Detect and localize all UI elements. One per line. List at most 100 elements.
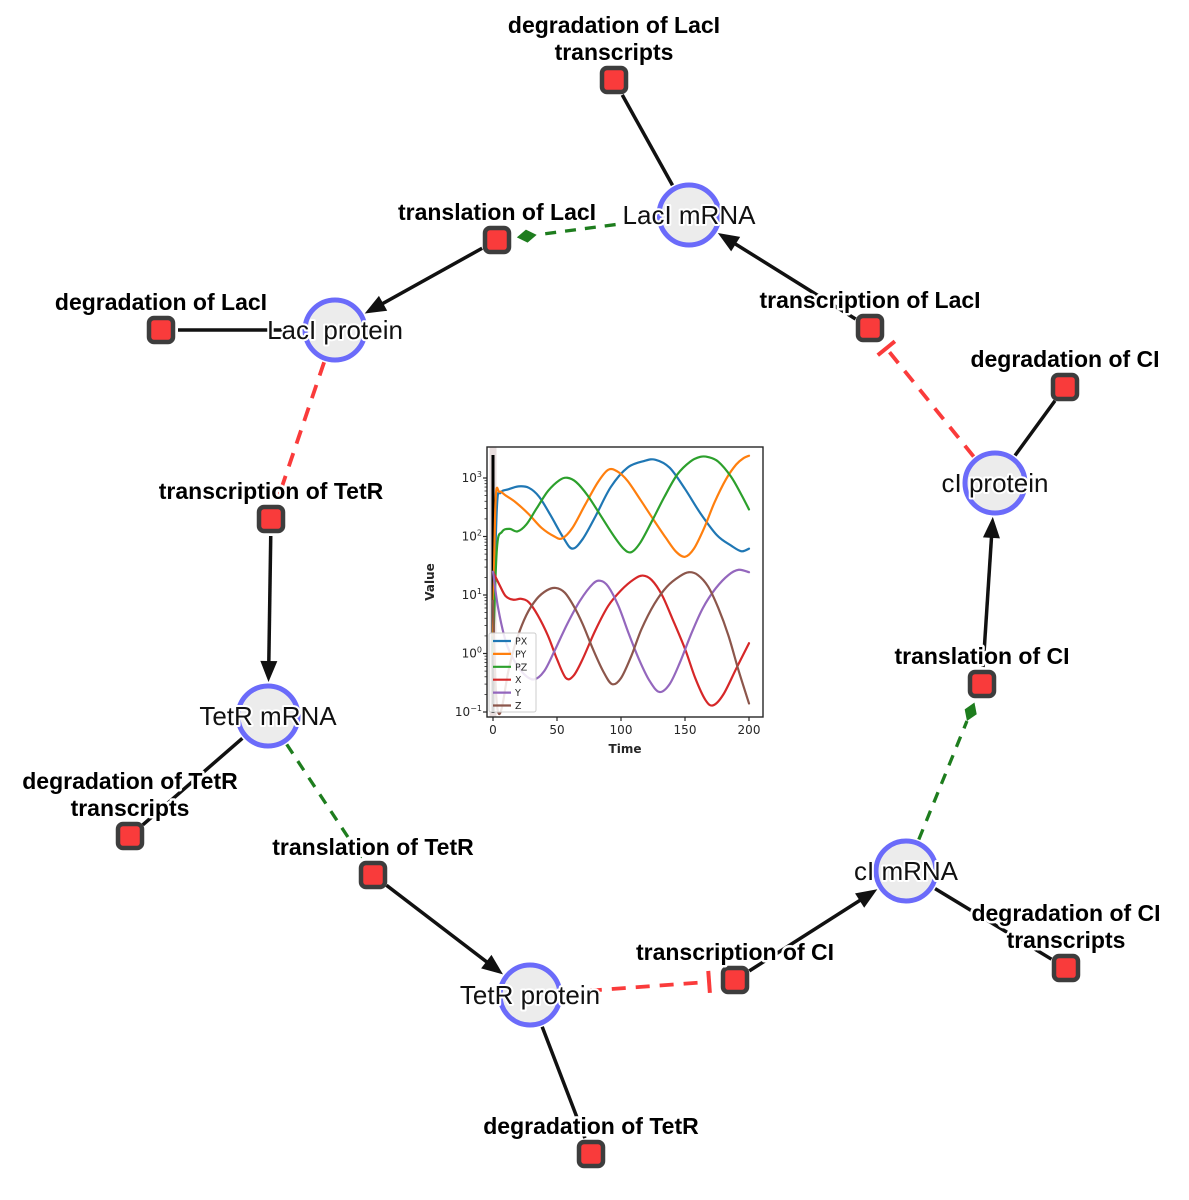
- arrowhead: [364, 295, 388, 314]
- edge-ci_protein-deg_ci: [1013, 399, 1057, 457]
- y-tick-label: 10−1: [455, 704, 482, 719]
- reaction-node-deg_ci_tx[interactable]: [1051, 953, 1081, 983]
- reaction-label-transl_laci: translation of LacI: [398, 199, 596, 225]
- reaction-label-deg_tetr_tx-line2: transcripts: [71, 795, 190, 821]
- edge-laci_protein-txn_tetr: [268, 361, 326, 500]
- reaction-node-deg_tetr[interactable]: [576, 1139, 606, 1169]
- reaction-node-deg_ci[interactable]: [1050, 372, 1080, 402]
- species-node-tetr_mrna[interactable]: [235, 683, 301, 749]
- legend-item-X: X: [493, 675, 522, 686]
- inhibition-tee-icon: [876, 339, 897, 357]
- x-tick-label: 0: [489, 723, 497, 737]
- legend-label: Z: [515, 701, 522, 712]
- inhibition-tee-icon: [268, 488, 291, 500]
- labels-layer: LacI mRNA LacI protein cI protein TetR mRNA…: [20, 10, 1163, 1142]
- reaction-label-deg_tetr_tx-line1: degradation of TetR: [22, 768, 238, 794]
- reaction-nodes-layer: [115, 65, 1081, 1169]
- edge-txn_ci-ci_mrna: [748, 889, 878, 973]
- edge-laci_mrna-deg_laci_tx: [620, 94, 675, 187]
- plot-area: [489, 447, 751, 717]
- edges-layer: [141, 94, 1057, 1139]
- edge-laci_mrna-transl_laci: [516, 217, 656, 243]
- y-tick-label: 102: [462, 529, 482, 544]
- species-label-laci_mrna: LacI mRNA: [623, 200, 757, 230]
- reaction-node-deg_tetr_tx[interactable]: [115, 821, 145, 851]
- legend-item-Y: Y: [493, 688, 521, 699]
- legend-label: PZ: [515, 662, 528, 673]
- x-axis-label: Time: [609, 742, 642, 756]
- reaction-node-txn_tetr[interactable]: [256, 504, 286, 534]
- reaction-label-deg_laci_tx-line2: transcripts: [555, 39, 674, 65]
- activation-diamond-icon: [350, 841, 362, 859]
- series-X: [491, 570, 751, 707]
- species-node-ci_mrna[interactable]: [873, 838, 939, 904]
- edge-transl_laci-laci_protein: [364, 246, 483, 314]
- species-label-ci_mrna: cI mRNA: [854, 856, 959, 886]
- reaction-label-txn_laci: transcription of LacI: [759, 287, 980, 313]
- legend-item-PY: PY: [493, 649, 527, 660]
- species-node-ci_protein[interactable]: [962, 450, 1028, 516]
- reaction-label-deg_laci: degradation of LacI: [55, 289, 267, 315]
- species-nodes-layer: [235, 182, 1028, 1028]
- legend-label: PY: [515, 649, 527, 660]
- series-PZ: [491, 455, 751, 655]
- x-tick-label: 50: [549, 723, 564, 737]
- legend-label: Y: [514, 688, 521, 699]
- species-node-laci_protein[interactable]: [302, 297, 368, 363]
- y-tick-label: 100: [462, 646, 482, 661]
- inhibition-tee-icon: [706, 970, 712, 994]
- y-axis-label: Value: [423, 563, 437, 601]
- species-node-laci_mrna[interactable]: [656, 182, 722, 248]
- species-label-laci_protein: LacI protein: [267, 315, 403, 345]
- edge-transl_ci-ci_protein: [981, 516, 1000, 668]
- x-tick-label: 150: [674, 723, 697, 737]
- reaction-node-transl_laci[interactable]: [482, 225, 512, 255]
- reaction-label-deg_laci_tx-line1: degradation of LacI: [508, 12, 720, 38]
- reaction-label-deg_ci: degradation of CI: [970, 346, 1159, 372]
- legend-item-PX: PX: [493, 637, 528, 648]
- edge-tetr_mrna-transl_tetr: [285, 743, 362, 859]
- legend-item-PZ: PZ: [493, 662, 528, 673]
- y-tick-label: 103: [462, 470, 482, 485]
- edge-ci_mrna-deg_ci_tx: [934, 887, 1053, 961]
- series-PX: [491, 458, 751, 645]
- activation-diamond-icon: [964, 702, 977, 722]
- legend-label: PX: [515, 637, 528, 648]
- edge-tetr_mrna-deg_tetr_tx: [141, 736, 244, 827]
- legend-label: X: [515, 675, 522, 686]
- reaction-label-txn_ci: transcription of CI: [636, 939, 834, 965]
- x-tick-label: 200: [738, 723, 761, 737]
- species-label-tetr_protein: TetR protein: [460, 980, 600, 1010]
- reaction-node-txn_ci[interactable]: [720, 965, 750, 995]
- edge-txn_tetr-tetr_mrna: [260, 535, 278, 683]
- edge-transl_tetr-tetr_protein: [385, 883, 503, 975]
- species-label-ci_protein: cI protein: [942, 468, 1049, 498]
- x-tick-label: 100: [610, 723, 633, 737]
- legend-item-Z: Z: [493, 701, 522, 712]
- arrowhead: [481, 954, 503, 975]
- species-node-tetr_protein[interactable]: [497, 962, 563, 1028]
- y-tick-label: 101: [462, 587, 482, 602]
- reaction-node-transl_ci[interactable]: [967, 669, 997, 699]
- reaction-label-transl_ci: translation of CI: [894, 643, 1069, 669]
- reaction-node-deg_laci[interactable]: [146, 315, 176, 345]
- series-PY: [491, 454, 751, 637]
- reaction-label-deg_ci_tx-line1: degradation of CI: [971, 900, 1160, 926]
- reaction-node-deg_laci_tx[interactable]: [599, 65, 629, 95]
- reaction-node-transl_tetr[interactable]: [358, 860, 388, 890]
- reaction-node-txn_laci[interactable]: [855, 313, 885, 343]
- activation-diamond-icon: [516, 229, 537, 243]
- reaction-label-deg_tetr: degradation of TetR: [483, 1113, 699, 1139]
- species-label-tetr_mrna: TetR mRNA: [199, 701, 337, 731]
- edge-tetr_protein-txn_ci: [563, 970, 712, 995]
- arrowhead: [855, 889, 878, 908]
- reaction-label-deg_ci_tx-line2: transcripts: [1007, 927, 1126, 953]
- simulation-plot: 0 50 100 150 20010−1100101102103TimeValuePXP…: [423, 446, 764, 756]
- arrowhead: [260, 660, 278, 683]
- arrowhead: [982, 516, 1000, 539]
- edge-tetr_protein-deg_tetr: [540, 1026, 587, 1139]
- edge-txn_laci-laci_mrna: [717, 233, 857, 321]
